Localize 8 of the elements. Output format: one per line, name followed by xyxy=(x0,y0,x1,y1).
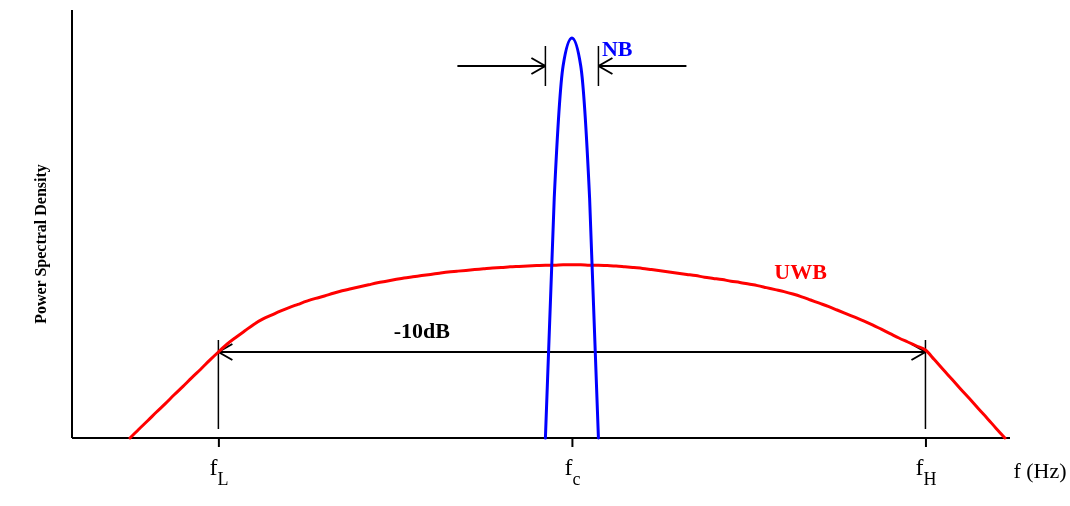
x-tick-label: f$_{c}$ xyxy=(564,453,581,489)
x-axis-title: f (Hz) xyxy=(1013,458,1067,483)
y-axis-title: Power Spectral Density xyxy=(32,164,50,324)
annotation: -10dB xyxy=(393,318,451,343)
series-label: NB xyxy=(601,36,633,61)
x-tick-label: f$_{L}$ xyxy=(209,453,229,489)
x-tick-label: f$_{H}$ xyxy=(915,453,937,489)
series-label: UWB xyxy=(774,258,828,284)
